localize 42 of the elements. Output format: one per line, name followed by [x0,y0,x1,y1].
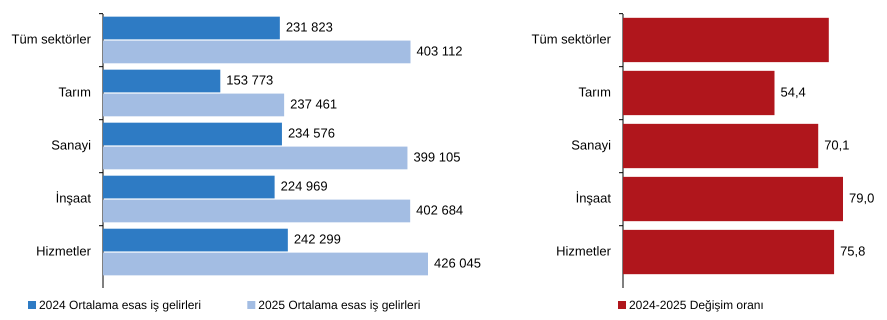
bar [103,122,282,146]
bar [103,228,288,252]
data-label: 70,1 [824,137,850,152]
bar [103,16,280,40]
data-label: 242 299 [294,232,341,246]
y-tick-label: Tarım [58,84,91,100]
bar [623,176,843,222]
legend-label: 2024-2025 Değişim oranı [629,298,764,312]
data-label: 54,4 [780,84,806,100]
bar [103,146,408,170]
y-tick-label: Sanayi [571,137,612,152]
y-tick-label: Tüm sektörler [532,31,612,46]
data-label: 402 684 [416,202,464,218]
y-tick-label: Tarım [578,84,611,100]
bar [103,252,428,276]
y-tick-label: Sanayi [51,137,92,152]
data-label: 79,0 [849,190,874,206]
bar [623,124,818,168]
data-label: 237 461 [290,96,338,112]
data-label: 234 576 [288,125,335,140]
y-tick-label: Hizmetler [556,243,612,258]
data-label: 426 045 [434,255,481,270]
data-label: 403 112 [416,43,463,58]
bar [623,230,834,274]
legend-label: 2025 Ortalama esas iş gelirleri [258,298,420,312]
bar [623,70,774,116]
data-label: 399 105 [413,149,460,164]
y-tick-label: İnşaat [576,190,612,206]
bar [103,70,220,92]
bar [103,40,411,64]
data-label: 231 823 [286,19,333,34]
bar [103,94,284,116]
y-tick-label: Tüm sektörler [12,31,92,46]
bar [623,18,829,62]
data-label: 75,8 [840,243,866,258]
y-tick-label: Hizmetler [36,243,92,258]
legend-label: 2024 Ortalama esas iş gelirleri [39,298,202,312]
y-tick-label: İnşaat [56,190,92,206]
bar [103,200,410,222]
bar [103,176,275,198]
data-label: 153 773 [226,72,274,88]
data-label: 224 969 [280,178,328,194]
